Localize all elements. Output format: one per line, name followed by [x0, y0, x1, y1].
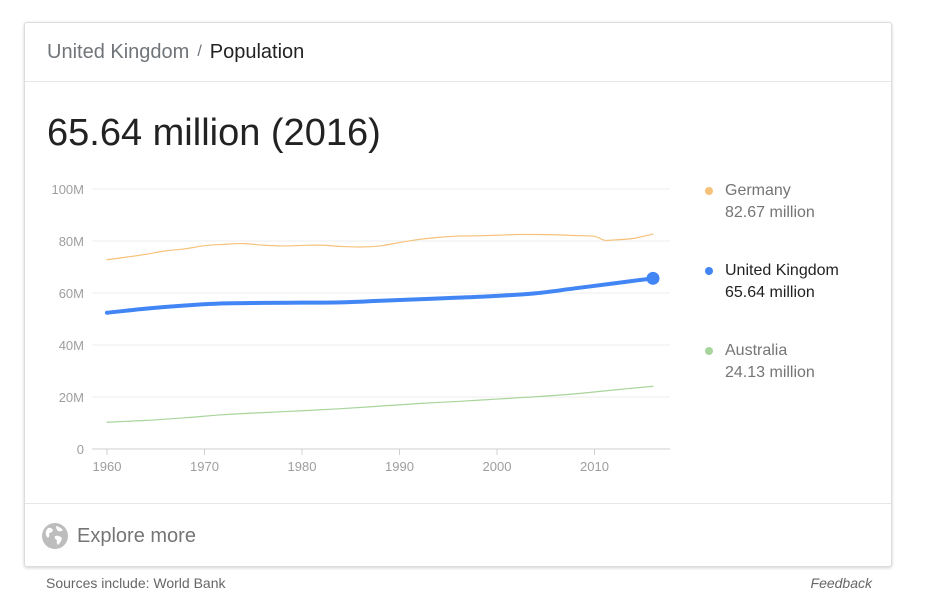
y-tick-label: 60M — [59, 286, 84, 301]
card-header: United Kingdom / Population — [25, 23, 891, 82]
explore-more-button[interactable]: Explore more — [25, 503, 891, 568]
y-tick-label: 20M — [59, 390, 84, 405]
y-tick-label: 100M — [51, 182, 84, 197]
legend-value: 24.13 million — [725, 364, 815, 381]
legend-name: Germany — [725, 182, 791, 199]
x-tick-label: 1960 — [93, 459, 122, 474]
y-tick-label: 40M — [59, 338, 84, 353]
legend-value: 82.67 million — [725, 204, 815, 221]
y-tick-label: 80M — [59, 234, 84, 249]
explore-more-label: Explore more — [77, 524, 196, 547]
highlight-point-united-kingdom — [646, 271, 660, 285]
legend-dot-united-kingdom — [705, 267, 713, 275]
x-tick-label: 2010 — [580, 459, 609, 474]
knowledge-card: United Kingdom / Population 65.64 millio… — [24, 22, 892, 567]
feedback-link[interactable]: Feedback — [810, 575, 872, 591]
population-headline: 65.64 million (2016) — [47, 112, 381, 154]
y-tick-label: 0 — [77, 442, 84, 457]
x-tick-label: 1980 — [288, 459, 317, 474]
series-line-germany — [106, 233, 654, 261]
breadcrumb-current: Population — [209, 40, 305, 63]
x-tick-label: 1970 — [190, 459, 219, 474]
breadcrumb-separator: / — [197, 43, 202, 60]
legend-dot-australia — [705, 347, 713, 355]
legend-dot-germany — [705, 187, 713, 195]
legend-name: Australia — [725, 342, 788, 359]
legend-value: 65.64 million — [725, 284, 815, 301]
series-line-united-kingdom — [105, 276, 655, 315]
series-line-australia — [106, 385, 654, 423]
x-tick-label: 2000 — [483, 459, 512, 474]
breadcrumb-country-link[interactable]: United Kingdom — [47, 40, 190, 63]
globe-icon — [42, 523, 68, 549]
legend-name: United Kingdom — [725, 262, 839, 279]
x-tick-label: 1990 — [385, 459, 414, 474]
sources-text: Sources include: World Bank — [46, 575, 226, 591]
